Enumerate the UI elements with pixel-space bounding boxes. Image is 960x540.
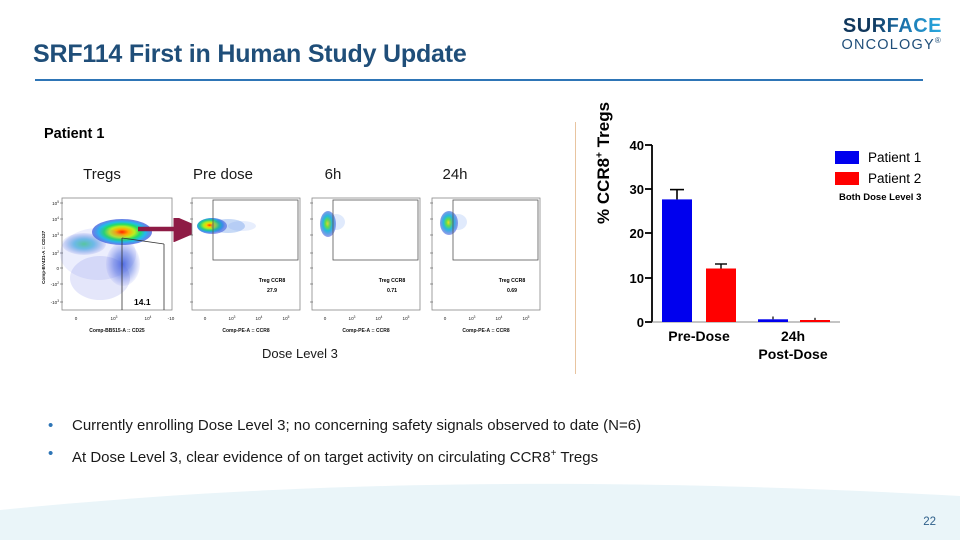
svg-text:0: 0 (56, 266, 59, 271)
bar-chart: % CCR8+ Tregs 40 30 20 10 0 (594, 102, 850, 378)
flow-plot-caption-predose: Pre dose (192, 166, 254, 183)
dose-level-caption: Dose Level 3 (262, 346, 338, 361)
flow-cytometry-plot-tregs: 105 104 103 102 0 -102 -103 14.1 0 103 1… (38, 192, 178, 337)
bullet-text-2-sup: + (550, 448, 557, 459)
svg-text:105: 105 (52, 200, 59, 206)
page-title: SRF114 First in Human Study Update (33, 40, 467, 68)
svg-text:105: 105 (283, 315, 290, 321)
patient-label: Patient 1 (44, 126, 105, 142)
bullet-text-2-post: Tregs (556, 449, 599, 466)
svg-text:103: 103 (469, 315, 476, 321)
legend-item-patient1: Patient 1 (835, 150, 921, 165)
svg-text:-102: -102 (51, 281, 60, 287)
svg-text:20: 20 (630, 226, 644, 241)
flow-gate-value-tregs: 14.1 (134, 297, 151, 307)
chart-y-axis-label-base: % CCR8 (594, 157, 613, 224)
chart-y-axis-label-sup: + (594, 152, 606, 158)
svg-text:105: 105 (403, 315, 410, 321)
legend-swatch-patient1 (835, 151, 859, 164)
flow-gate-value-24h: 0.69 (507, 288, 517, 294)
legend-item-patient2: Patient 2 (835, 171, 921, 186)
svg-text:-10: -10 (168, 316, 175, 321)
svg-text:0: 0 (444, 316, 447, 321)
chart-x-label-postdose-line1: 24h (781, 328, 805, 344)
svg-text:103: 103 (52, 232, 59, 238)
page-number: 22 (923, 516, 936, 528)
svg-text:10: 10 (630, 271, 644, 286)
logo-oncology-word: ONCOLOGY (841, 36, 935, 53)
svg-text:104: 104 (145, 315, 152, 321)
legend-label-patient2: Patient 2 (868, 171, 922, 186)
svg-text:0: 0 (637, 315, 644, 330)
flow-gate-value-predose: 27.9 (267, 288, 277, 294)
title-divider-rule (35, 79, 923, 81)
svg-text:105: 105 (523, 315, 530, 321)
logo-registered-mark: ® (934, 36, 942, 45)
bullet-item-1: • Currently enrolling Dose Level 3; no c… (46, 416, 886, 436)
svg-text:0: 0 (75, 316, 78, 321)
legend-label-patient1: Patient 1 (868, 150, 922, 165)
surface-oncology-logo: SURFACE ONCOLOGY® (841, 16, 942, 52)
bar-patient1-postdose (758, 319, 788, 322)
logo-oncology-text: ONCOLOGY® (841, 36, 942, 53)
bar-chart-svg: 40 30 20 10 0 (630, 138, 840, 362)
svg-text:Treg CCR8: Treg CCR8 (379, 278, 406, 284)
svg-text:Treg CCR8: Treg CCR8 (499, 278, 526, 284)
svg-text:103: 103 (111, 315, 118, 321)
svg-text:102: 102 (52, 250, 59, 256)
bullet-list: • Currently enrolling Dose Level 3; no c… (46, 416, 886, 476)
svg-text:103: 103 (229, 315, 236, 321)
bar-patient1-predose (662, 199, 692, 322)
annotation-arrow (138, 218, 205, 242)
svg-text:104: 104 (256, 315, 263, 321)
bullet-text-2-pre: At Dose Level 3, clear evidence of on ta… (72, 449, 551, 466)
chart-x-label-postdose-line2: Post-Dose (758, 346, 827, 362)
svg-text:104: 104 (52, 216, 59, 222)
svg-text:0: 0 (324, 316, 327, 321)
svg-text:Comp-BB515-A :: CD25: Comp-BB515-A :: CD25 (89, 328, 145, 334)
flow-plot-caption-6h: 6h (324, 166, 342, 183)
svg-text:Comp-BV421-A :: CD127: Comp-BV421-A :: CD127 (41, 230, 46, 284)
legend-note: Both Dose Level 3 (839, 192, 922, 203)
svg-text:104: 104 (496, 315, 503, 321)
flow-cytometry-plot-predose: Treg CCR8 27.9 0 103 104 105 Comp-PE-A :… (180, 192, 305, 337)
bullet-marker-2: • (48, 445, 54, 462)
chart-legend: Patient 1 Patient 2 Both Dose Level 3 (835, 150, 921, 203)
legend-swatch-patient2 (835, 172, 859, 185)
flow-cytometry-plot-24h: Treg CCR8 0.69 0 103 104 105 Comp-PE-A :… (420, 192, 545, 337)
chart-x-label-predose: Pre-Dose (668, 328, 730, 344)
chart-y-axis-label: % CCR8+ Tregs (594, 102, 614, 224)
svg-text:30: 30 (630, 182, 644, 197)
bullet-text-1: Currently enrolling Dose Level 3; no con… (72, 417, 642, 434)
panel-divider (575, 122, 576, 374)
bar-patient2-postdose (800, 320, 830, 322)
svg-text:Comp-PE-A :: CCR8: Comp-PE-A :: CCR8 (222, 328, 270, 334)
svg-text:104: 104 (376, 315, 383, 321)
flow-plot-caption-24h: 24h (442, 166, 468, 183)
svg-text:40: 40 (630, 138, 644, 153)
bullet-marker-1: • (48, 417, 54, 434)
flow-cytometry-plot-6h: Treg CCR8 0.71 0 103 104 105 Comp-PE-A :… (300, 192, 425, 337)
logo-surface-text: SURFACE (842, 15, 942, 37)
bullet-text-2: At Dose Level 3, clear evidence of on ta… (72, 444, 598, 468)
footer-decoration (0, 483, 960, 540)
bar-patient2-predose (706, 268, 736, 322)
svg-text:Comp-PE-A :: CCR8: Comp-PE-A :: CCR8 (342, 328, 390, 334)
svg-text:Comp-PE-A :: CCR8: Comp-PE-A :: CCR8 (462, 328, 510, 334)
svg-text:0: 0 (204, 316, 207, 321)
flow-gate-value-6h: 0.71 (387, 288, 397, 294)
svg-text:-103: -103 (51, 299, 60, 305)
svg-text:Treg CCR8: Treg CCR8 (259, 278, 286, 284)
bullet-item-2: • At Dose Level 3, clear evidence of on … (46, 444, 886, 468)
svg-text:103: 103 (349, 315, 356, 321)
flow-plot-caption-tregs: Tregs (83, 166, 121, 183)
chart-y-axis-label-tail: Tregs (594, 101, 613, 153)
